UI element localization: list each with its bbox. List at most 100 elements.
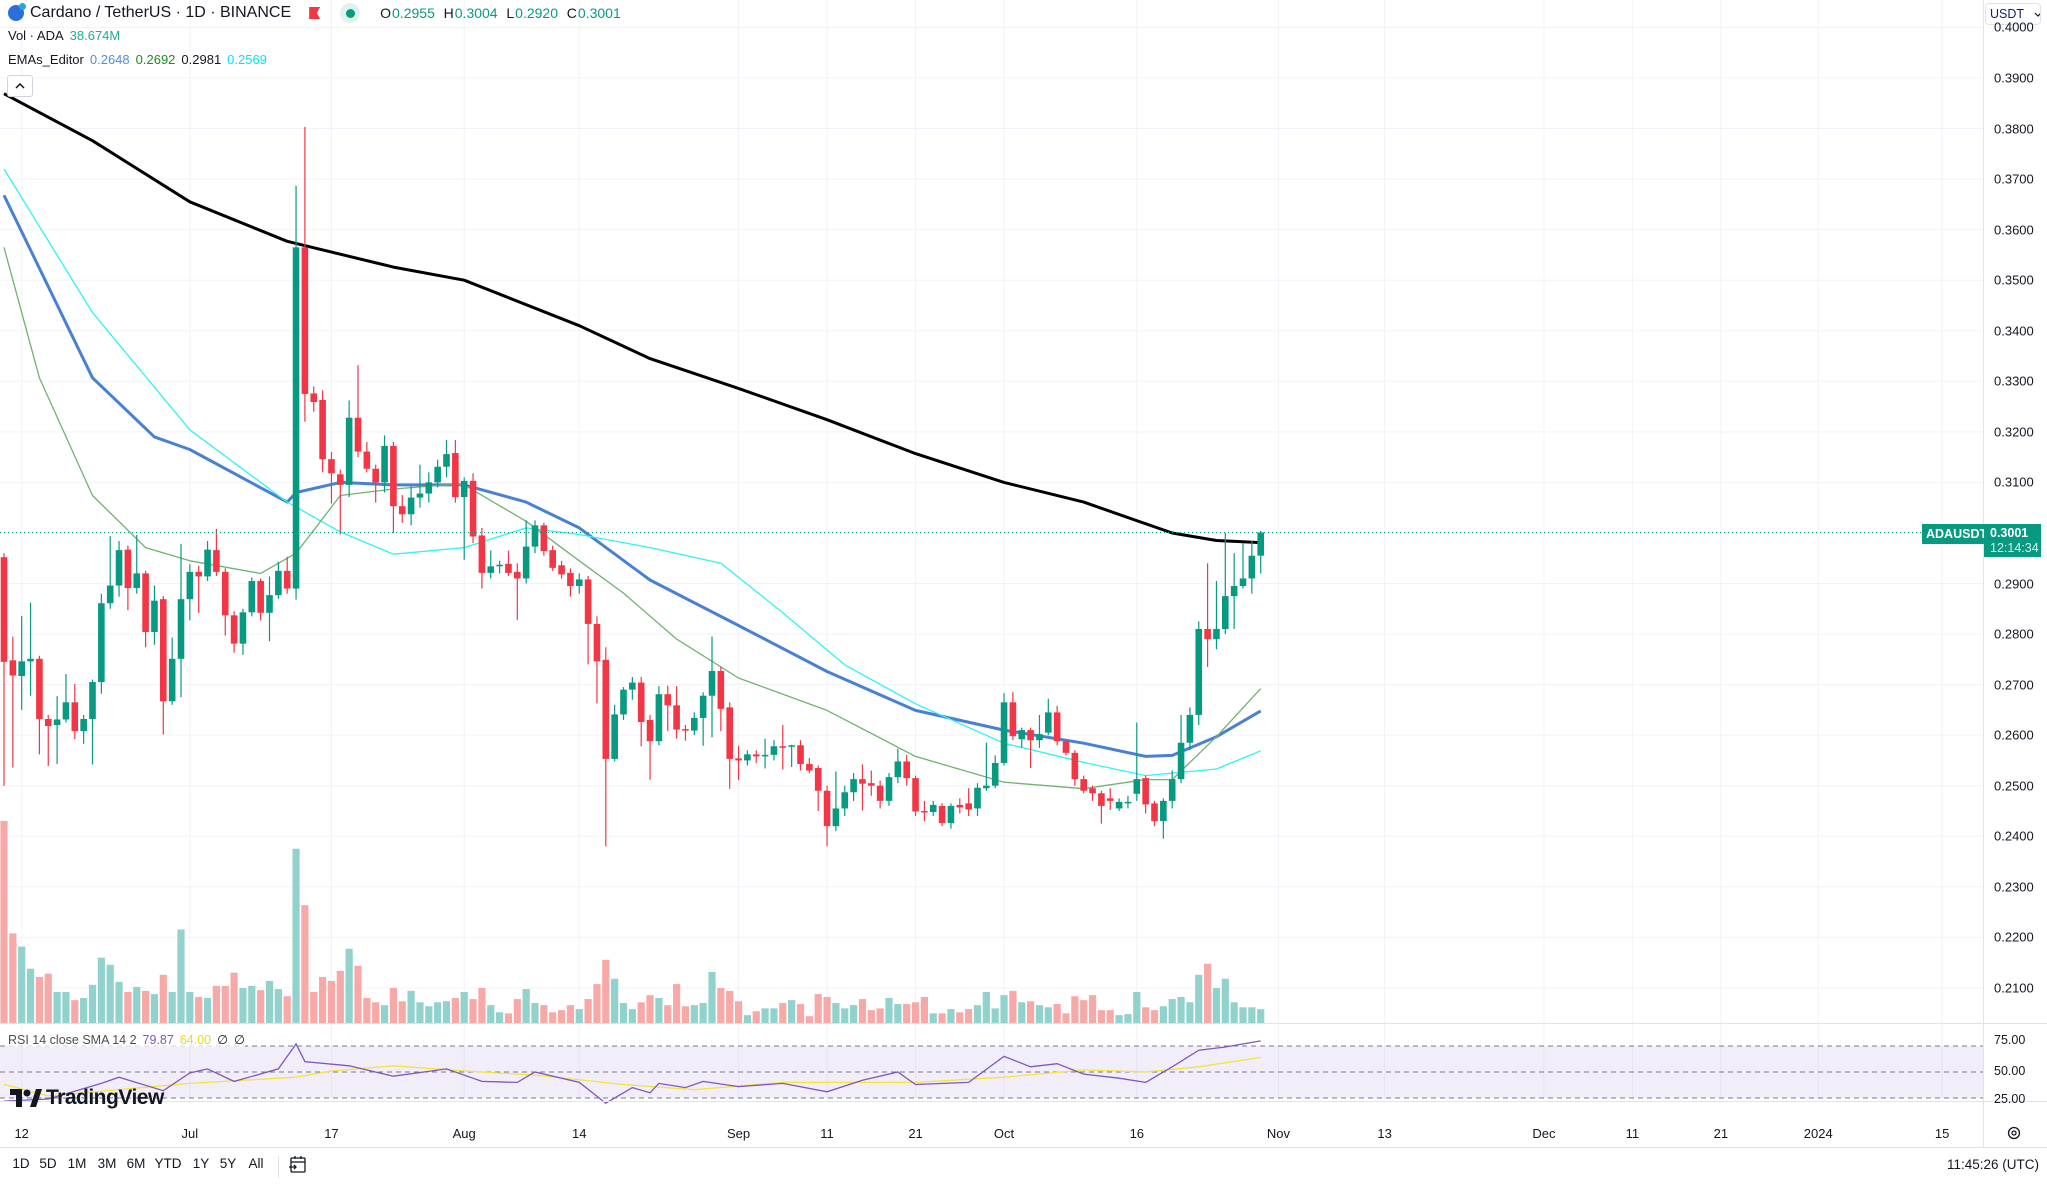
candle-body — [991, 762, 999, 786]
price-axis-label: 0.2200 — [1994, 929, 2034, 945]
volume-bar — [354, 965, 362, 1023]
volume-bar — [664, 1005, 672, 1023]
candle-body — [514, 571, 521, 579]
volume-bar — [531, 1003, 539, 1023]
candle-body — [708, 670, 716, 696]
candle-body — [460, 480, 468, 498]
candle-body — [230, 615, 238, 644]
range-button-1m[interactable]: 1M — [67, 1156, 87, 1171]
candle-body — [1036, 734, 1043, 741]
price-axis-label: 0.3700 — [1994, 171, 2034, 187]
candle-body — [779, 746, 787, 748]
open-key: O — [380, 5, 392, 21]
candle-body — [602, 659, 610, 759]
market-status-icon[interactable] — [340, 3, 361, 23]
candle-body — [894, 761, 902, 778]
time-axis-label: Aug — [452, 1126, 476, 1141]
axis-settings-button[interactable] — [2006, 1125, 2022, 1146]
pane-separator[interactable] — [0, 1023, 2047, 1024]
range-button-5d[interactable]: 5D — [39, 1156, 57, 1171]
toolbar-border — [0, 1147, 2047, 1148]
volume-bar — [1097, 1010, 1105, 1023]
utc-clock[interactable]: 11:45:26 (UTC) — [1946, 1157, 2039, 1172]
candle-body — [478, 535, 486, 573]
candle-body — [124, 549, 132, 589]
candle-body — [823, 790, 831, 827]
time-axis-label: 16 — [1129, 1126, 1145, 1141]
candle-body — [717, 670, 725, 709]
close-key: C — [566, 5, 577, 21]
volume-bar — [451, 998, 459, 1023]
rsi-pane — [0, 1040, 1983, 1104]
volume-bar — [1088, 995, 1097, 1023]
candle-body — [186, 571, 194, 600]
volume-bar — [106, 964, 114, 1023]
price-chart[interactable] — [0, 0, 1983, 1148]
range-button-3m[interactable]: 3M — [97, 1156, 117, 1171]
rsi-label: RSI 14 close SMA 14 2 — [8, 1032, 137, 1047]
volume-bar — [788, 1000, 796, 1023]
price-axis-label: 0.2800 — [1994, 626, 2034, 642]
candle-body — [1151, 803, 1158, 822]
cardano-logo-icon — [8, 3, 26, 21]
candle-body — [522, 546, 530, 579]
ema-line-blue — [2, 194, 1262, 758]
currency-selector[interactable]: USDT — [1985, 3, 2041, 25]
high-key: H — [443, 5, 454, 21]
tradingview-wordmark: TradingView — [46, 1086, 164, 1109]
range-button-1y[interactable]: 1Y — [192, 1156, 210, 1171]
volume-bar — [911, 1002, 920, 1023]
candle-body — [257, 580, 264, 613]
flag-icon[interactable] — [309, 7, 321, 19]
goto-date-button[interactable] — [288, 1155, 308, 1180]
volume-bar — [186, 991, 194, 1023]
candle-body — [390, 446, 397, 507]
price-axis-label: 0.3500 — [1994, 272, 2034, 288]
ema-line-green — [3, 247, 1262, 790]
volume-bar — [1018, 1002, 1026, 1023]
volume-legend[interactable]: Vol · ADA 38.674M — [8, 28, 120, 43]
candle-body — [850, 779, 857, 793]
volume-bar — [1062, 1013, 1070, 1023]
candle-body — [929, 804, 937, 812]
volume-bar — [1212, 988, 1221, 1023]
candle-body — [469, 480, 477, 537]
candle-body — [664, 694, 672, 706]
volume-bar — [18, 946, 26, 1023]
candle-body — [301, 247, 309, 394]
tradingview-logo[interactable]: TradingView — [10, 1086, 164, 1110]
volume-bar — [681, 1006, 690, 1023]
range-button-5y[interactable]: 5Y — [219, 1156, 237, 1171]
candle-body — [53, 719, 61, 726]
volume-bar — [496, 1012, 504, 1023]
low-value: 0.2920 — [515, 5, 558, 21]
volume-bar — [779, 1003, 787, 1023]
volume-bar — [566, 1005, 574, 1023]
candle-body — [1186, 714, 1194, 743]
volume-bar — [380, 1005, 389, 1023]
range-button-1d[interactable]: 1D — [12, 1156, 30, 1171]
ema-legend[interactable]: EMAs_Editor 0.2648 0.2692 0.2981 0.2569 — [8, 52, 267, 67]
volume-bar — [203, 998, 212, 1023]
ema-value-black: 0.2981 — [181, 52, 222, 67]
symbol-title[interactable]: Cardano / TetherUS · 1D · BINANCE — [30, 4, 292, 21]
candle-body — [1195, 628, 1203, 715]
collapse-legend-button[interactable] — [7, 75, 33, 97]
volume-bar — [1195, 974, 1203, 1023]
volume-bar — [336, 970, 344, 1023]
candle-body — [80, 718, 87, 732]
candle-body — [160, 599, 167, 702]
rsi-legend[interactable]: RSI 14 close SMA 14 2 79.87 64.00 ∅ ∅ — [8, 1032, 245, 1047]
volume-bar — [876, 1008, 884, 1023]
rsi-axis-50: 50.00 — [1994, 1064, 2026, 1078]
range-button-ytd[interactable]: YTD — [154, 1156, 182, 1171]
candle-body — [1248, 555, 1256, 579]
range-button-6m[interactable]: 6M — [126, 1156, 146, 1171]
time-axis-label: 21 — [1713, 1126, 1729, 1141]
range-button-all[interactable]: All — [248, 1156, 264, 1171]
volume-bar — [858, 999, 867, 1023]
candle-body — [814, 768, 822, 791]
time-axis-label: 12 — [14, 1126, 29, 1141]
volume-bar — [150, 994, 159, 1023]
candle-body — [381, 446, 388, 483]
